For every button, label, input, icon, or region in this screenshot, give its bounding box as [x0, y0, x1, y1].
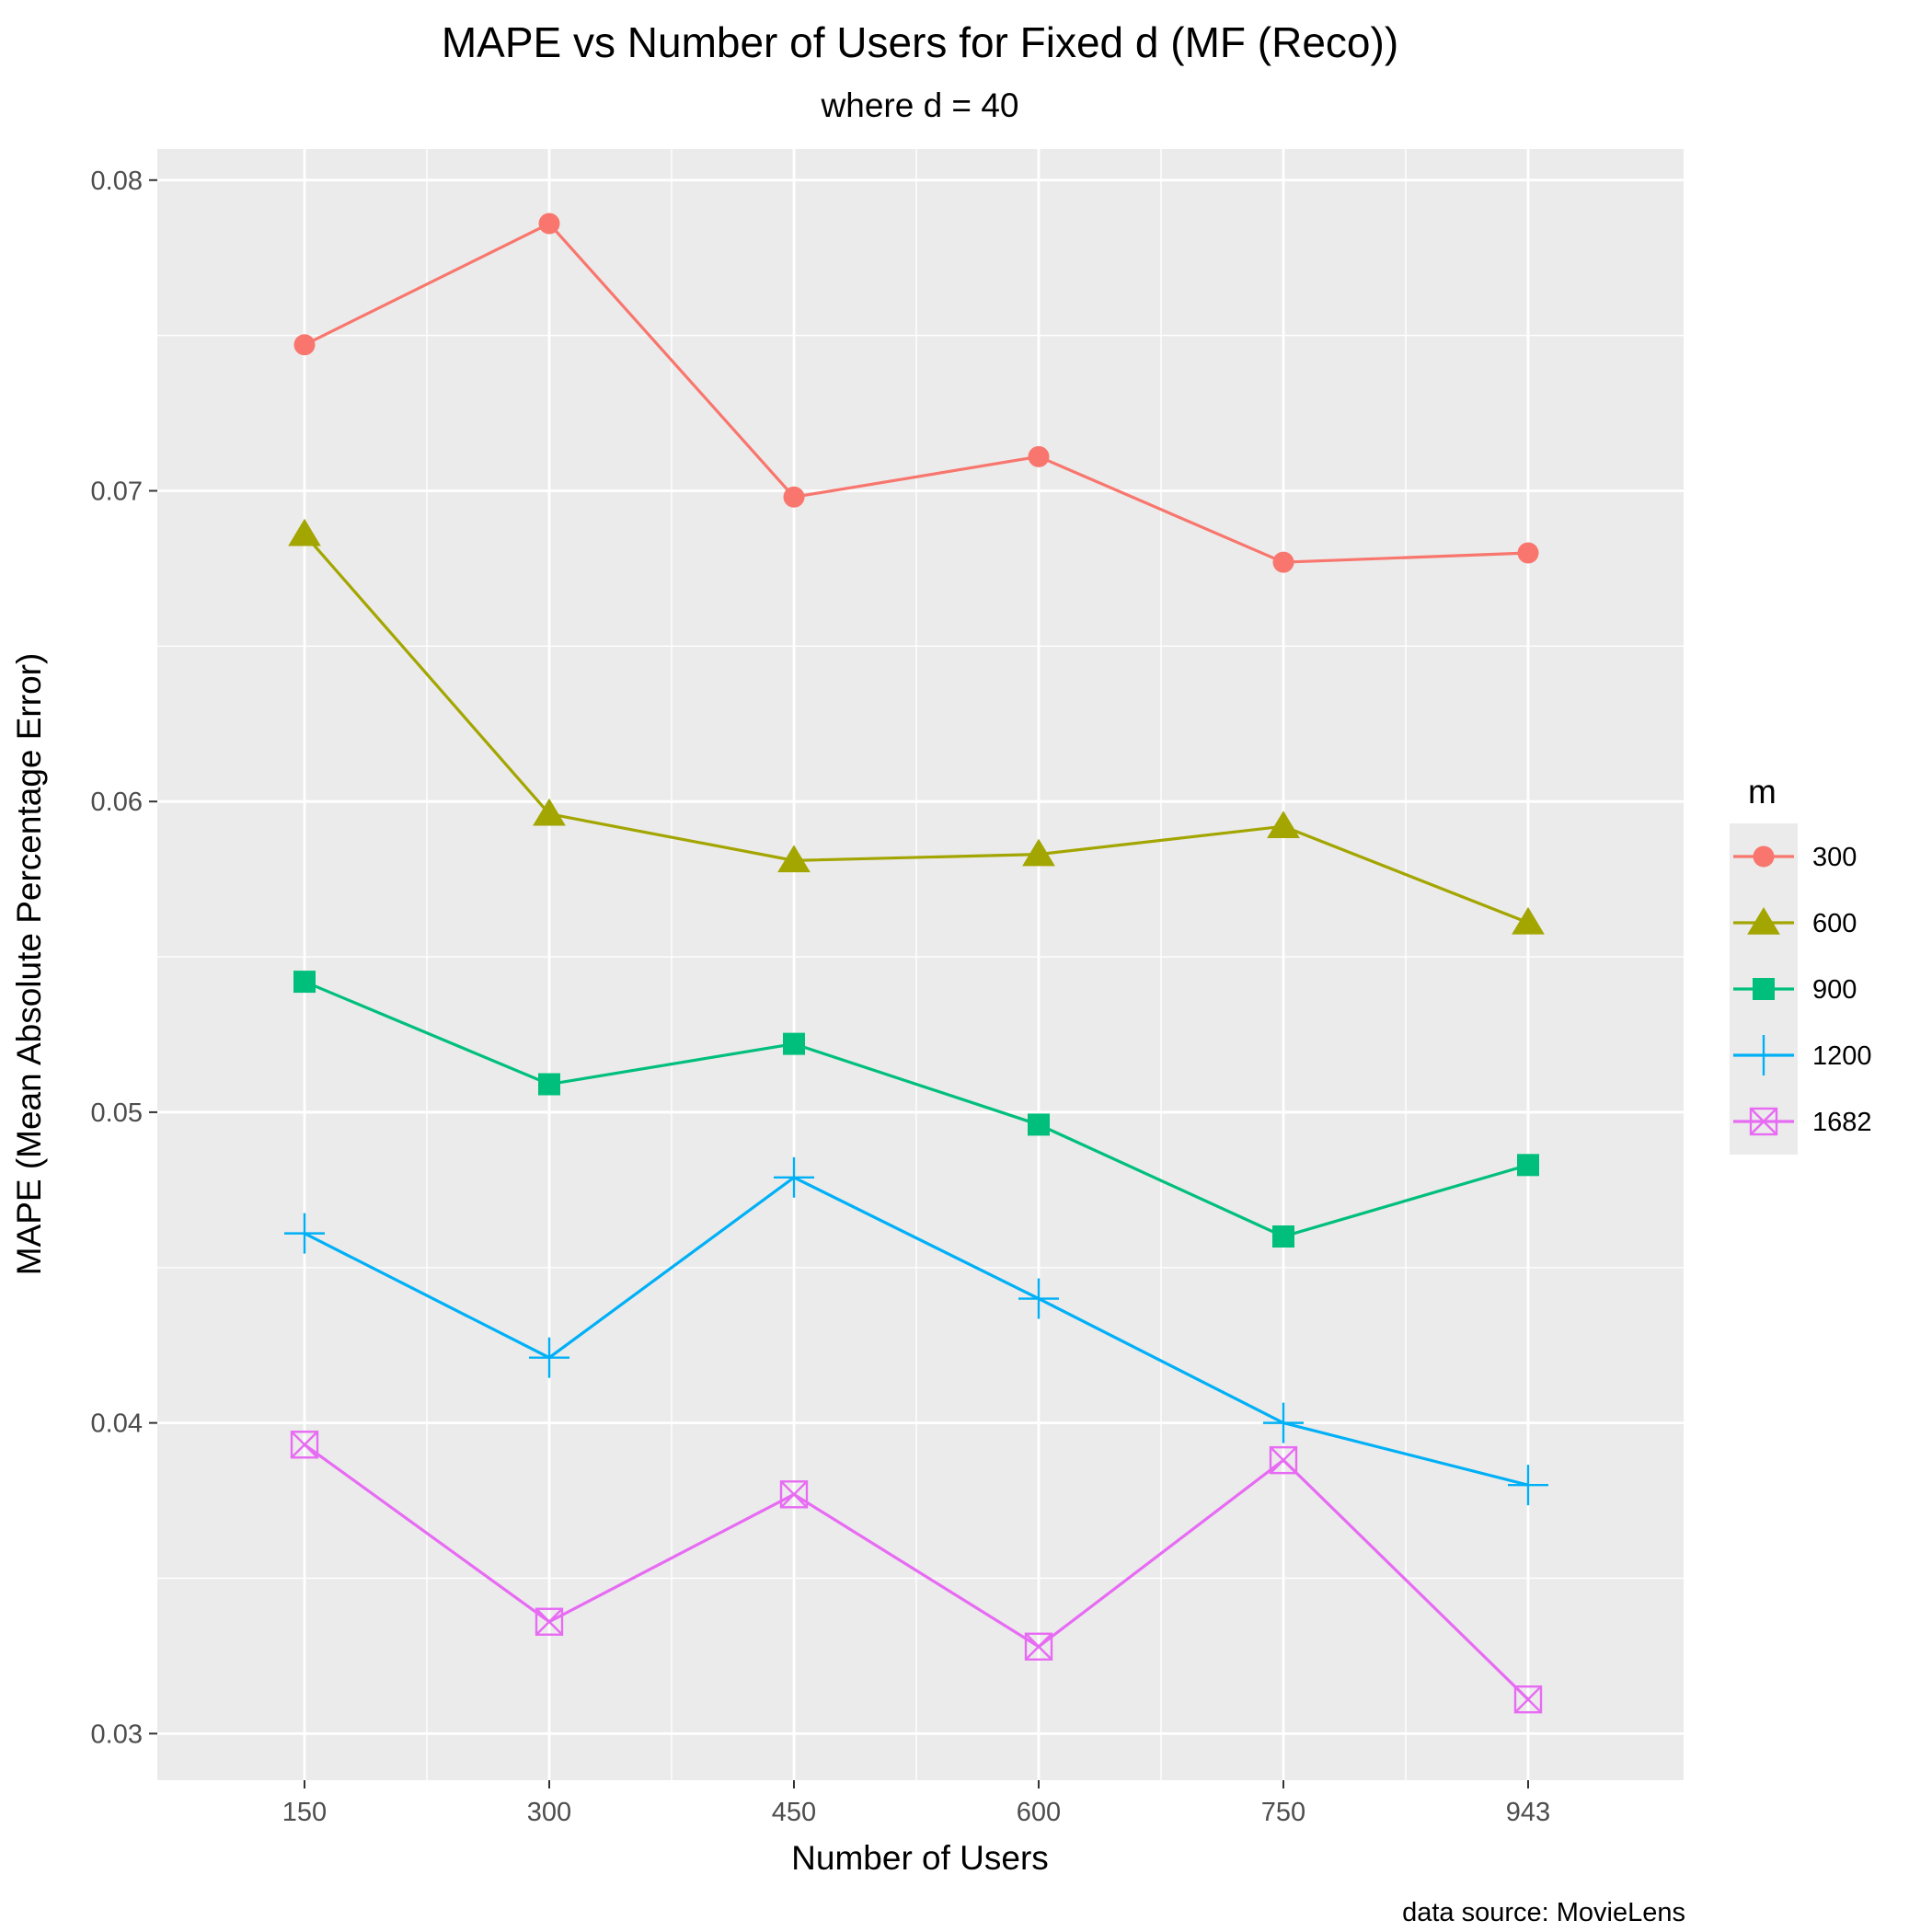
x-axis: 150 300 450 600 750 943: [282, 1780, 1550, 1827]
legend: m 300 600 900 1200 1682: [1730, 773, 1872, 1155]
data-point-1682-150: [290, 1431, 319, 1459]
legend-item-600: 600: [1730, 890, 1857, 956]
series-line-1200: [304, 1175, 1529, 1487]
legend-label: 600: [1812, 909, 1857, 938]
series-line-1682: [304, 1443, 1530, 1701]
data-point-300-150: [293, 334, 316, 356]
legend-label: 900: [1812, 975, 1857, 1005]
data-point-600-600: [1022, 838, 1055, 867]
series-line-300: [304, 222, 1529, 564]
legend-item-1682: 1682: [1730, 1088, 1872, 1155]
data-point-1682-600: [1024, 1632, 1053, 1661]
data-point-600-943: [1512, 906, 1545, 935]
legend-items: 300 600 900 1200 1682: [1730, 823, 1872, 1155]
legend-item-1200: 1200: [1730, 1022, 1872, 1088]
data-point-1200-450: [774, 1156, 814, 1198]
data-point-300-300: [538, 213, 560, 235]
chart-title: MAPE vs Number of Users for Fixed d (MF …: [442, 18, 1398, 66]
legend-key-marker: [1753, 845, 1775, 868]
legend-key-marker: [1743, 1035, 1784, 1075]
data-point-1682-943: [1513, 1685, 1543, 1714]
data-point-300-600: [1028, 445, 1050, 467]
series-1682: [290, 1431, 1543, 1714]
legend-key-marker: [1753, 978, 1775, 1000]
series-layer: [284, 213, 1548, 1714]
x-axis-tick-label: 450: [772, 1798, 816, 1827]
data-point-1682-750: [1269, 1445, 1298, 1475]
data-point-300-750: [1272, 551, 1294, 573]
y-axis-tick-label: 0.08: [91, 167, 143, 196]
legend-key-marker: [1749, 1107, 1778, 1136]
data-point-1200-600: [1018, 1278, 1059, 1319]
data-point-1200-943: [1508, 1465, 1548, 1506]
series-line-600: [303, 533, 1529, 925]
data-point-1200-150: [284, 1213, 325, 1254]
y-axis-tick-label: 0.04: [91, 1409, 143, 1439]
series-1200: [284, 1156, 1548, 1506]
data-point-900-300: [538, 1073, 560, 1096]
legend-item-900: 900: [1730, 956, 1857, 1022]
data-point-900-450: [783, 1032, 805, 1055]
data-point-900-750: [1272, 1225, 1294, 1248]
series-900: [293, 971, 1539, 1248]
x-axis-tick-label: 300: [527, 1798, 571, 1827]
x-axis-tick-label: 943: [1506, 1798, 1550, 1827]
y-axis-tick-label: 0.07: [91, 477, 143, 506]
x-axis-tick-label: 150: [282, 1798, 327, 1827]
y-axis-tick-label: 0.03: [91, 1719, 143, 1749]
x-axis-title: Number of Users: [791, 1839, 1049, 1877]
series-300: [293, 213, 1539, 573]
y-axis-title: MAPE (Mean Absolute Percentage Error): [10, 653, 48, 1276]
data-point-900-150: [293, 971, 316, 994]
plot-panel: [157, 149, 1684, 1780]
x-axis-tick-label: 600: [1017, 1798, 1061, 1827]
data-point-600-150: [288, 518, 321, 546]
legend-item-300: 300: [1730, 823, 1857, 890]
legend-title: m: [1748, 773, 1777, 811]
legend-label: 1682: [1812, 1108, 1872, 1137]
data-point-1682-300: [535, 1607, 564, 1636]
data-point-1200-750: [1263, 1402, 1304, 1443]
data-point-900-943: [1517, 1154, 1539, 1177]
chart-caption: data source: MovieLens: [1402, 1898, 1685, 1927]
data-point-1200-300: [529, 1337, 569, 1378]
y-axis-tick-label: 0.05: [91, 1098, 143, 1128]
legend-label: 300: [1812, 843, 1857, 872]
series-600: [288, 518, 1545, 935]
chart-subtitle: where d = 40: [821, 86, 1019, 124]
data-point-600-300: [533, 798, 566, 826]
series-line-900: [304, 980, 1529, 1238]
legend-label: 1200: [1812, 1041, 1872, 1071]
data-point-900-600: [1028, 1113, 1050, 1136]
grid-layer: [157, 149, 1684, 1780]
data-point-300-943: [1517, 542, 1539, 564]
y-axis-tick-label: 0.06: [91, 788, 143, 817]
data-point-600-750: [1267, 811, 1300, 838]
data-point-1682-450: [779, 1480, 809, 1509]
legend-key-marker: [1747, 907, 1780, 935]
x-axis-tick-label: 750: [1261, 1798, 1305, 1827]
data-point-600-450: [777, 845, 811, 873]
y-axis: 0.03 0.04 0.05 0.06 0.07 0.08: [91, 167, 157, 1749]
data-point-300-450: [783, 486, 805, 508]
